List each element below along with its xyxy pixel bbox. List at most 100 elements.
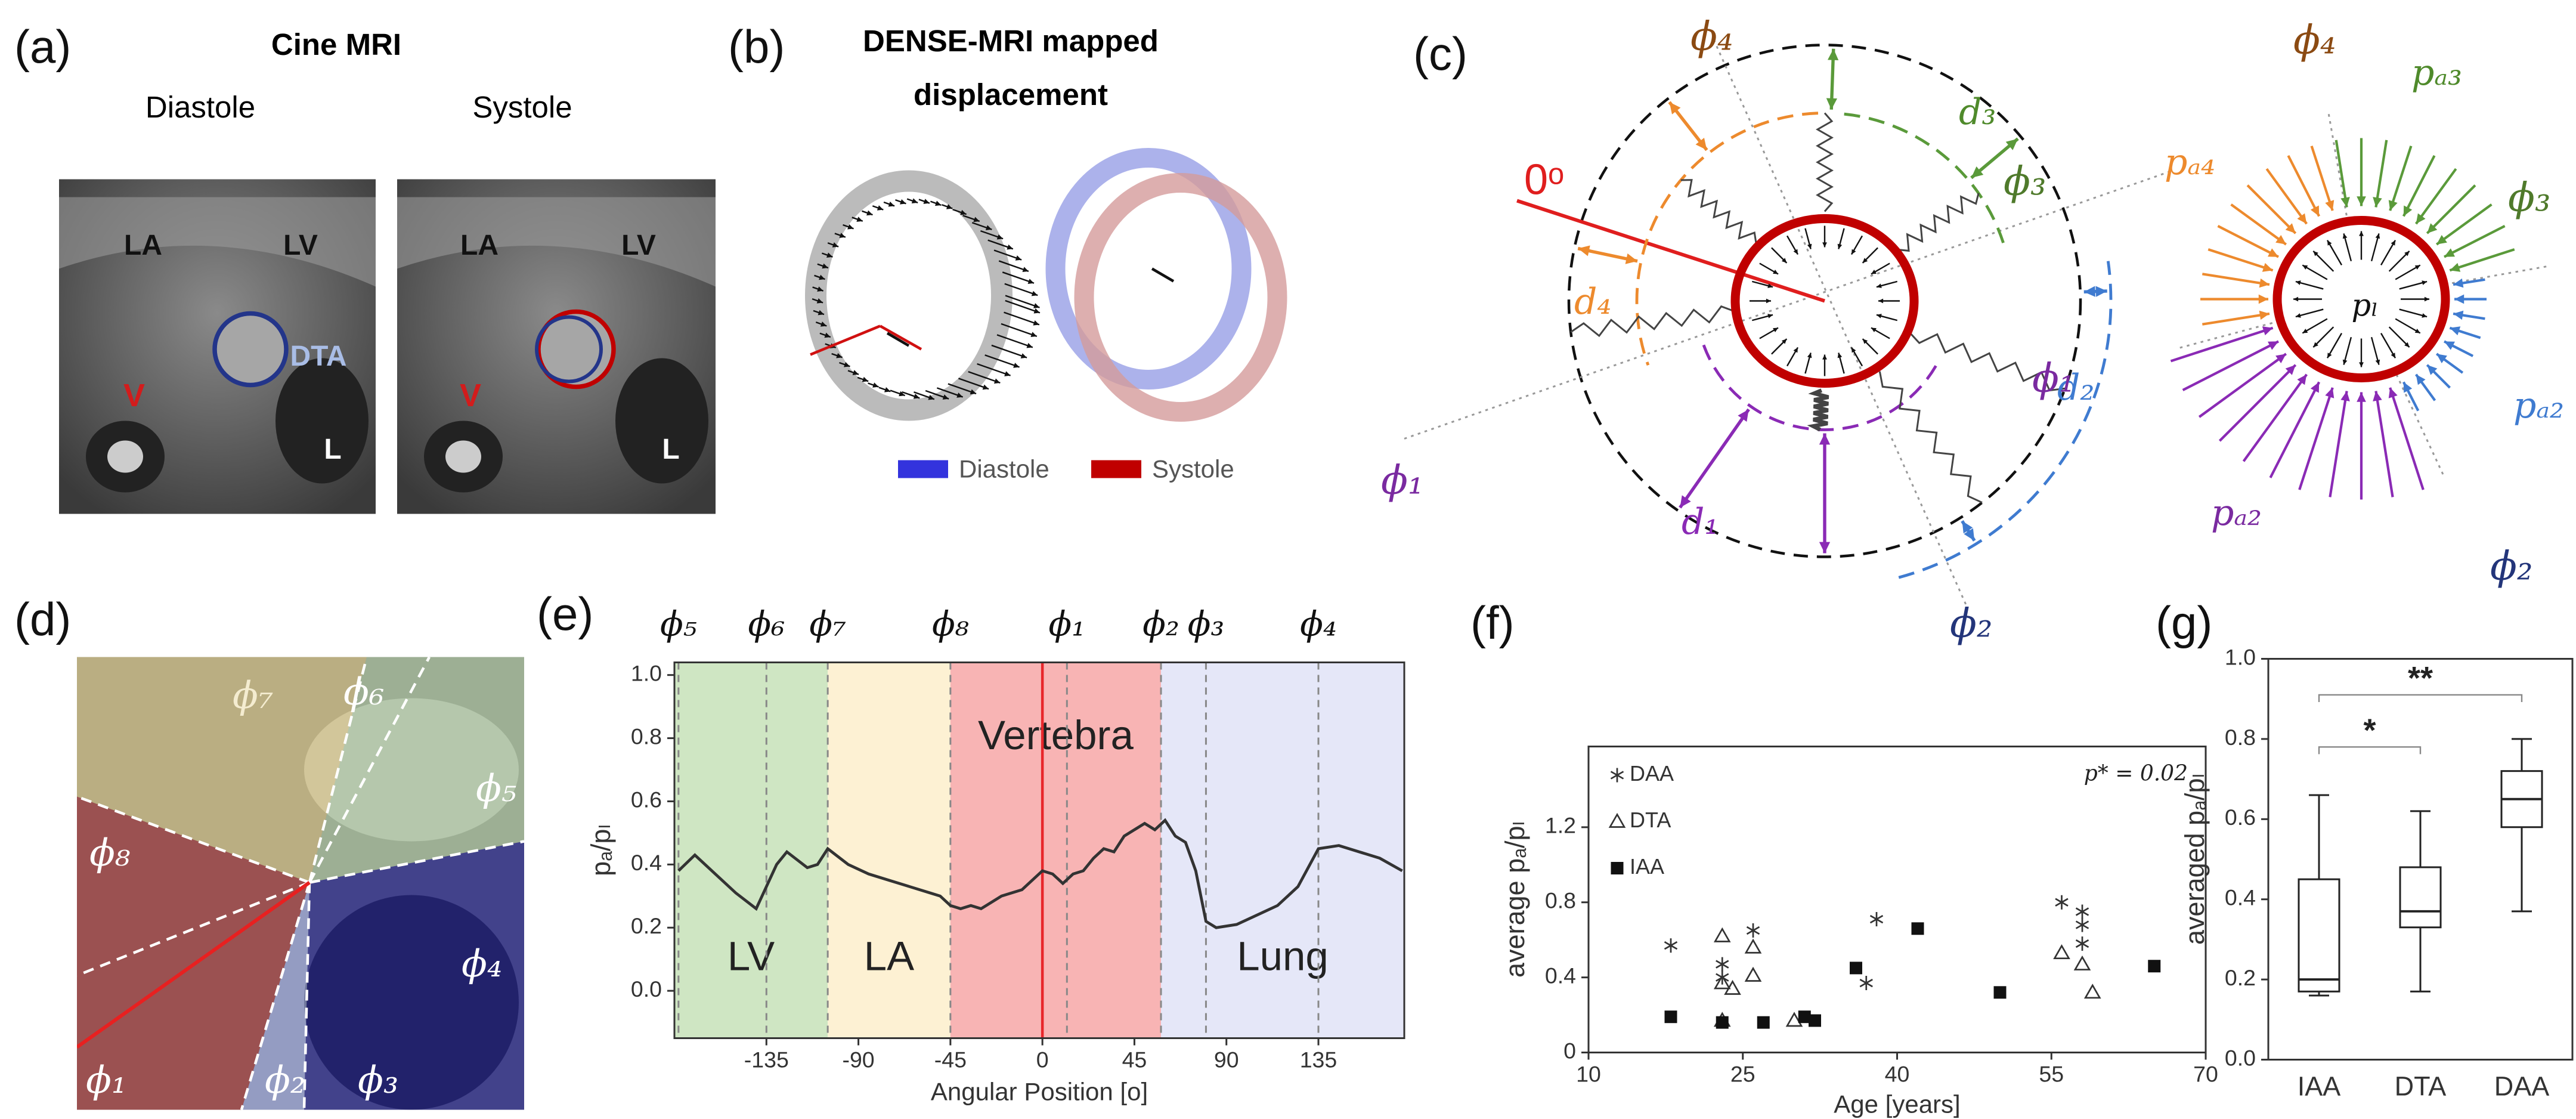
panel-label: (f) xyxy=(1470,596,1515,649)
y-tick-label: 1.2 xyxy=(1545,813,1576,838)
arrow-head xyxy=(2404,342,2410,348)
arrow-head xyxy=(1871,327,1877,332)
arrow-head xyxy=(2357,196,2366,206)
y-axis-title: average pₐ/pₗ xyxy=(1500,821,1530,978)
x-tick-label: 45 xyxy=(1122,1047,1147,1072)
panel-label: (d) xyxy=(14,593,71,645)
pressure-model xyxy=(2170,114,2547,500)
arrow-head xyxy=(2313,342,2318,348)
arrow-shaft xyxy=(2389,387,2425,490)
legend-label: IAA xyxy=(1630,854,1664,879)
arrow-shaft xyxy=(2287,154,2321,217)
arrow-head xyxy=(817,286,823,292)
arrow-head xyxy=(2427,223,2438,234)
arrow-shaft xyxy=(2246,184,2297,234)
point xyxy=(1798,1010,1811,1024)
zero-line xyxy=(1516,199,1825,303)
legend-marker xyxy=(1611,862,1624,874)
arrow-shaft xyxy=(2230,203,2287,246)
pressure-label: pₐ₃ xyxy=(2411,52,2462,94)
panel-label: (g) xyxy=(2156,596,2212,649)
arrow-head xyxy=(1819,542,1831,554)
point xyxy=(1716,957,1729,972)
arrow-head xyxy=(1822,242,1827,248)
point xyxy=(1716,1016,1729,1029)
point xyxy=(1664,1010,1677,1024)
arrow-head xyxy=(928,394,934,400)
arrow-shaft xyxy=(1004,311,1040,326)
arrow-head xyxy=(2325,200,2334,211)
arrow-head xyxy=(822,263,828,269)
arrow-head xyxy=(1876,314,1882,319)
point xyxy=(1809,1014,1821,1027)
wall-systole xyxy=(1074,173,1287,422)
arrow-shaft xyxy=(2402,154,2436,217)
reference-line xyxy=(810,324,881,356)
sector-line xyxy=(308,657,431,883)
arrow-head xyxy=(1680,495,1691,508)
sector-lines xyxy=(77,657,524,1110)
point xyxy=(2075,917,2089,932)
distance-label: d₁ xyxy=(1682,501,1719,543)
arrow-head xyxy=(1022,267,1029,273)
arrow-head xyxy=(900,199,906,205)
significance-bracket xyxy=(2318,746,2422,755)
y-tick-label: 0.0 xyxy=(631,976,662,1001)
arrow-shaft xyxy=(2217,225,2279,258)
y-tick-label: 0.8 xyxy=(2225,725,2256,750)
sector-arc xyxy=(1635,112,1819,366)
y-tick-label: 0.6 xyxy=(2225,805,2256,830)
arrow-head xyxy=(996,234,1004,240)
arrow-head xyxy=(2414,329,2420,333)
point xyxy=(2075,904,2089,919)
distance-label: d₂ xyxy=(2057,367,2094,409)
legend-marker xyxy=(1610,768,1624,783)
wall-diastole xyxy=(1045,148,1252,390)
arrow-head xyxy=(884,387,891,392)
spring xyxy=(1908,330,2066,392)
panel-label: (a) xyxy=(14,20,71,73)
region-label: LA xyxy=(864,933,914,979)
point xyxy=(1713,927,1731,942)
x-tick-label: 25 xyxy=(1730,1061,1755,1086)
panel-label: (e) xyxy=(537,588,593,640)
arrow-shaft xyxy=(2269,381,2321,478)
angle-label: ϕ₄ xyxy=(1690,14,1733,60)
y-tick-label: 0 xyxy=(1563,1038,1576,1063)
arrow-head xyxy=(1862,339,1868,344)
arrow-head xyxy=(2454,294,2464,304)
arrow-shaft xyxy=(2242,373,2308,462)
arrow-head xyxy=(1578,245,1590,256)
arrow-head xyxy=(1819,433,1831,445)
arrow-head xyxy=(2295,280,2301,285)
image-region xyxy=(107,440,143,473)
point xyxy=(2073,955,2091,970)
image-region xyxy=(445,440,481,473)
y-tick-label: 0.6 xyxy=(631,787,662,812)
arrow-head xyxy=(2259,310,2270,320)
region-label: Lung xyxy=(1237,933,1329,979)
point xyxy=(1859,976,1873,991)
box xyxy=(2298,878,2340,993)
arrow-head xyxy=(2414,265,2420,270)
legend-label: Diastole xyxy=(959,455,1049,483)
point xyxy=(1757,1016,1770,1029)
pressure-label: pₐ₂ xyxy=(2513,385,2564,426)
sector-label: ϕ₇ xyxy=(809,605,846,644)
arrow-shaft xyxy=(968,371,1001,384)
sector-line xyxy=(77,795,310,884)
arrow-head xyxy=(826,252,833,258)
sector-label: ϕ₃ xyxy=(1188,605,1225,644)
y-tick-label: 0.4 xyxy=(631,850,662,875)
arrow-head xyxy=(1876,283,1882,288)
arrow-head xyxy=(2302,265,2308,270)
x-tick-label: 90 xyxy=(1214,1047,1239,1072)
x-tick-label: 0 xyxy=(1036,1047,1049,1072)
arrow-head xyxy=(1822,354,1827,360)
arrow-head xyxy=(1625,253,1638,264)
sector-labels: ϕ₁ ϕ₂ ϕ₃ ϕ₄ ϕ₅ ϕ₆ ϕ₇ ϕ₈ xyxy=(86,670,516,1102)
arrow-head xyxy=(836,353,843,358)
pressure-label: pₐ₂ xyxy=(2211,492,2262,534)
angle-label: ϕ₃ xyxy=(2508,175,2550,221)
